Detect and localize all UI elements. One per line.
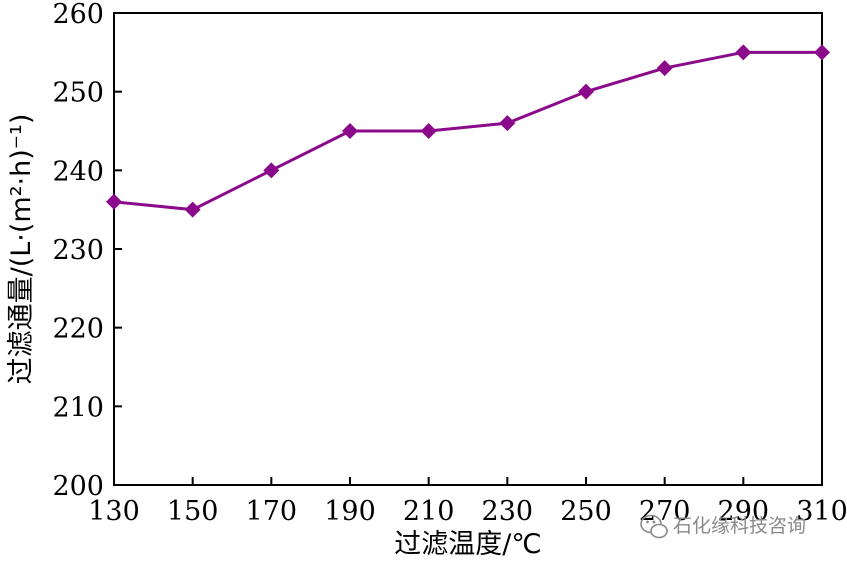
x-tick-label: 230 xyxy=(482,496,534,527)
x-axis-label: 过滤温度/℃ xyxy=(394,529,541,560)
data-point-310 xyxy=(814,44,830,61)
y-tick-label: 240 xyxy=(52,156,104,187)
x-tick-label: 310 xyxy=(796,496,847,527)
y-tick-label: 210 xyxy=(52,392,104,423)
data-point-130 xyxy=(106,193,122,210)
data-point-210 xyxy=(420,123,437,139)
watermark-text: 石化缘科技咨询 xyxy=(673,515,806,537)
plot-area-frame xyxy=(113,12,823,486)
data-point-250 xyxy=(578,83,594,100)
series-line xyxy=(113,50,822,212)
x-tick-label: 210 xyxy=(403,496,455,527)
x-tick-label: 130 xyxy=(88,496,140,527)
y-tick-label: 230 xyxy=(52,235,104,266)
data-point-170 xyxy=(263,162,280,179)
data-point-150 xyxy=(184,201,201,218)
data-point-190 xyxy=(342,123,358,139)
x-tick-label: 150 xyxy=(167,496,219,527)
x-tick-label: 190 xyxy=(324,496,376,527)
x-tick-label: 250 xyxy=(560,496,612,527)
x-tick-label: 170 xyxy=(246,496,298,527)
data-point-290 xyxy=(735,44,752,61)
x-tick-label: 290 xyxy=(718,496,770,527)
data-point-230 xyxy=(499,115,516,132)
watermark: 石化缘科技咨询 xyxy=(640,514,806,539)
data-point-270 xyxy=(656,60,673,77)
x-axis-ticks: 130 150 170 190 210 230 250 270 290 310 xyxy=(88,477,847,527)
y-axis-label: 过滤通量/(L·(m²·h)⁻¹) xyxy=(6,114,37,385)
series-points xyxy=(106,44,830,218)
y-tick-label: 250 xyxy=(52,78,104,109)
y-tick-label: 260 xyxy=(52,0,104,30)
y-tick-label: 220 xyxy=(52,314,104,345)
y-tick-label: 200 xyxy=(52,471,104,502)
wechat-icon xyxy=(640,514,668,539)
y-axis-ticks: 200 210 220 230 240 250 260 xyxy=(52,0,122,502)
